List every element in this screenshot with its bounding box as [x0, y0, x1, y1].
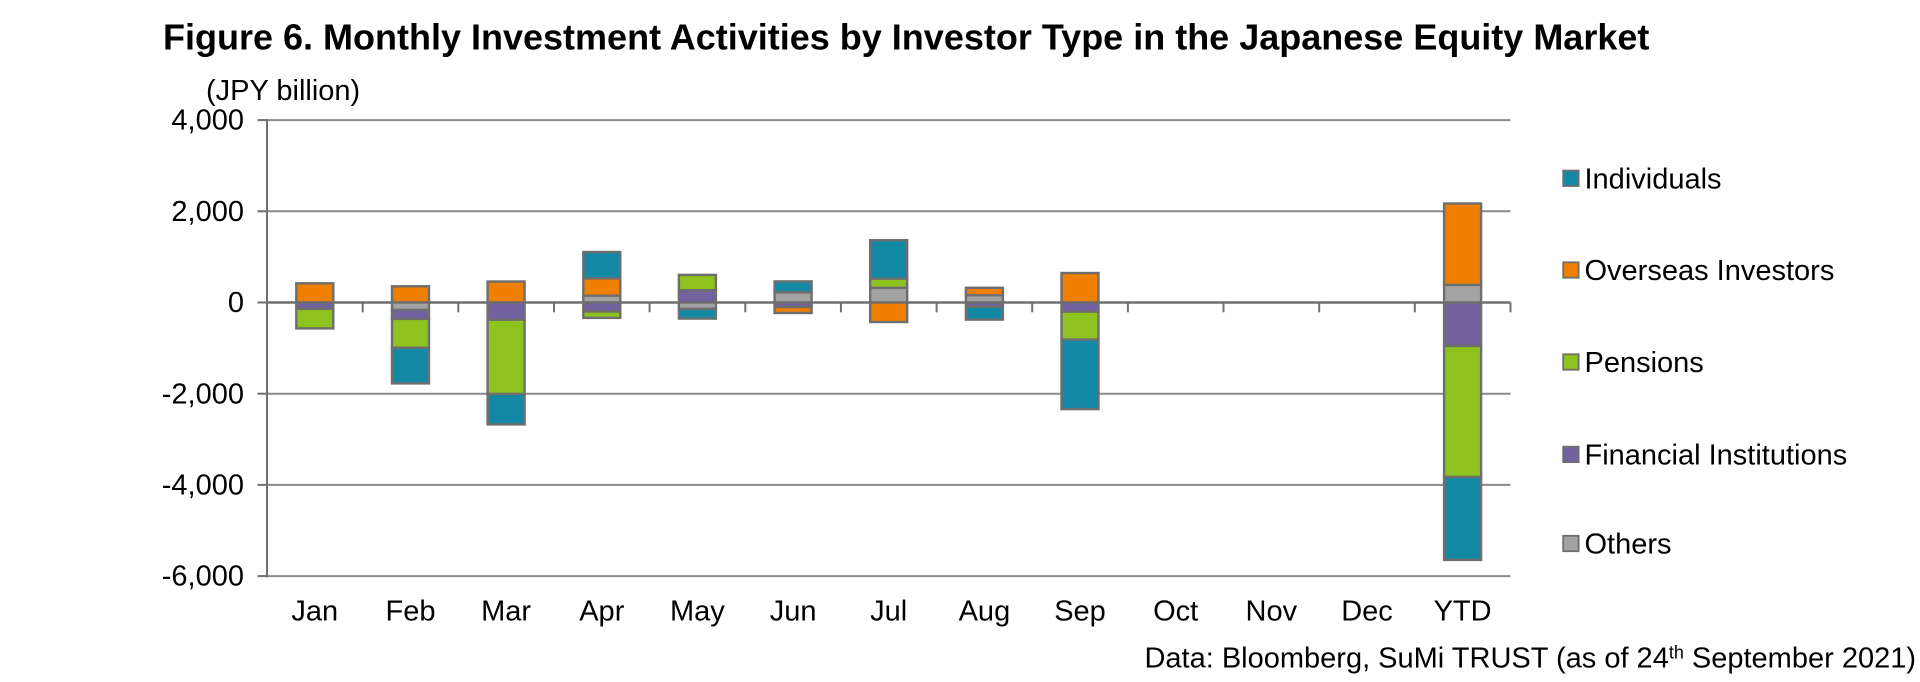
svg-text:Jun: Jun — [770, 596, 817, 628]
svg-text:Sep: Sep — [1054, 596, 1106, 628]
svg-text:Individuals: Individuals — [1585, 163, 1722, 195]
svg-text:0: 0 — [228, 287, 244, 319]
svg-text:Apr: Apr — [579, 596, 624, 628]
svg-text:Data: Bloomberg, SuMi TRUST (a: Data: Bloomberg, SuMi TRUST (as of 24th … — [1144, 643, 1916, 675]
svg-text:Feb: Feb — [386, 596, 436, 628]
svg-text:Pensions: Pensions — [1585, 347, 1704, 379]
svg-text:Overseas Investors: Overseas Investors — [1585, 255, 1835, 287]
svg-text:Dec: Dec — [1341, 596, 1393, 628]
svg-text:(JPY billion): (JPY billion) — [206, 75, 360, 107]
svg-text:Figure 6. Monthly Investment A: Figure 6. Monthly Investment Activities … — [163, 17, 1649, 58]
svg-text:Mar: Mar — [481, 596, 531, 628]
svg-text:Jul: Jul — [870, 596, 907, 628]
svg-text:Nov: Nov — [1246, 596, 1298, 628]
svg-text:-6,000: -6,000 — [162, 561, 244, 593]
svg-text:Jan: Jan — [291, 596, 338, 628]
svg-text:2,000: 2,000 — [171, 196, 244, 228]
svg-text:May: May — [670, 596, 725, 628]
svg-text:Financial Institutions: Financial Institutions — [1585, 439, 1848, 471]
svg-text:Others: Others — [1585, 529, 1672, 561]
svg-text:Oct: Oct — [1153, 596, 1198, 628]
svg-text:-4,000: -4,000 — [162, 470, 244, 502]
svg-text:YTD: YTD — [1434, 596, 1492, 628]
svg-text:Aug: Aug — [959, 596, 1011, 628]
svg-text:4,000: 4,000 — [171, 105, 244, 137]
svg-text:-2,000: -2,000 — [162, 378, 244, 410]
